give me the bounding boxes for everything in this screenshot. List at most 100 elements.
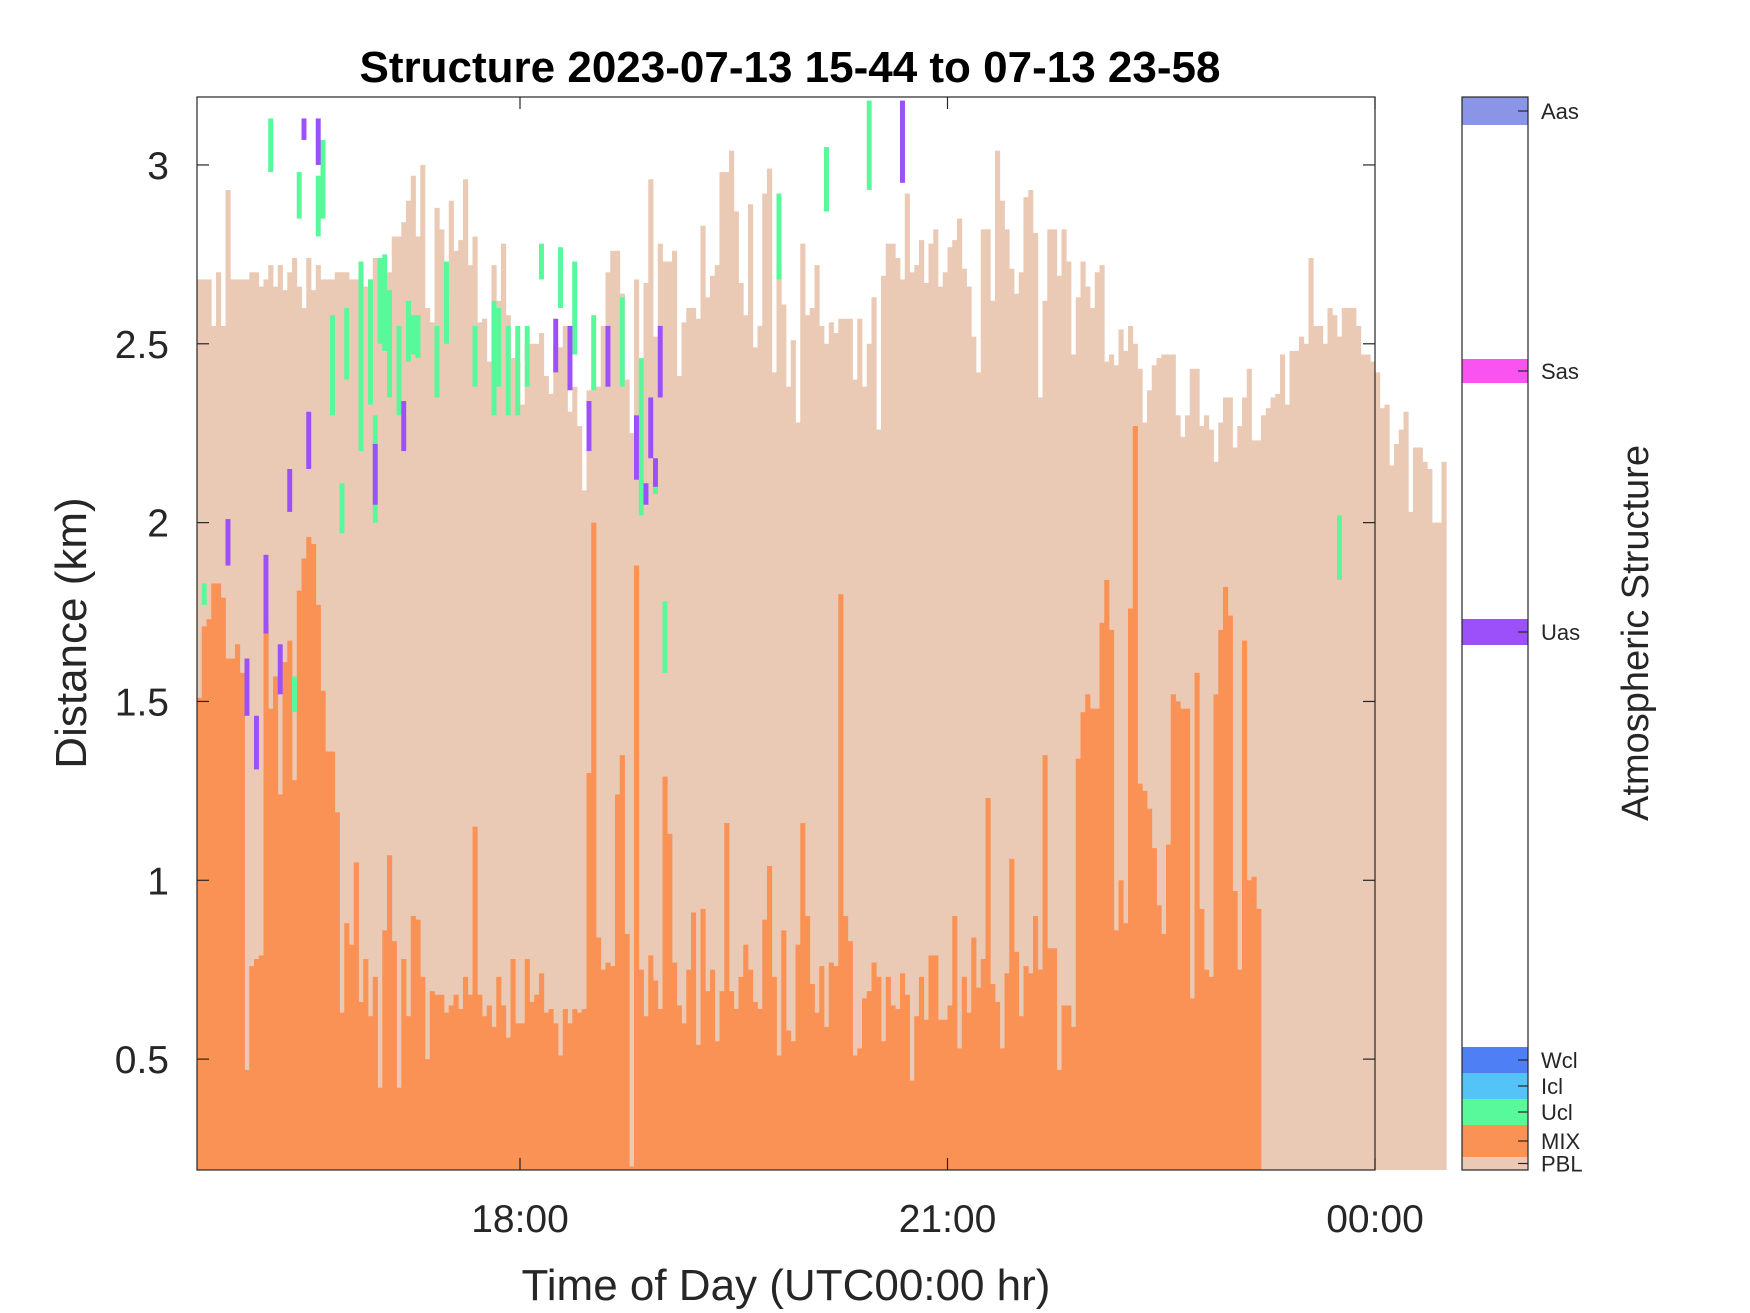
- mix-bar: [767, 865, 773, 1170]
- mix-bar: [662, 776, 668, 1170]
- mix-bar: [344, 923, 350, 1170]
- colorbar-label-ucl: Ucl: [1541, 1100, 1573, 1125]
- uas-segment: [301, 118, 307, 140]
- mix-bar: [667, 833, 673, 1170]
- mix-bar: [235, 644, 241, 1170]
- mix-bar: [738, 976, 744, 1170]
- pbl-bar: [691, 308, 697, 1170]
- mix-bar: [971, 937, 977, 1170]
- mix-bar: [216, 583, 222, 1170]
- mix-bar: [439, 994, 445, 1170]
- mix-bar: [1080, 712, 1086, 1170]
- mix-bar: [904, 994, 910, 1170]
- mix-bar: [1123, 923, 1129, 1170]
- pbl-bar: [657, 243, 663, 1170]
- mix-bar: [1118, 880, 1124, 1170]
- pbl-bar: [349, 279, 355, 1170]
- pbl-bar: [947, 247, 953, 1171]
- mix-bar: [458, 1009, 464, 1170]
- pbl-bar: [401, 222, 407, 1170]
- pbl-bar: [1161, 354, 1167, 1170]
- mix-bar: [838, 594, 844, 1170]
- pbl-bar: [520, 404, 526, 1171]
- pbl-bar: [743, 315, 749, 1170]
- mix-bar: [543, 1012, 549, 1170]
- uas-segment: [401, 401, 407, 452]
- mix-bar: [339, 1012, 345, 1170]
- ucl-segment: [358, 261, 364, 452]
- uas-segment: [287, 468, 293, 512]
- mix-bar: [292, 780, 298, 1170]
- pbl-bar: [824, 343, 830, 1170]
- mix-bar: [524, 958, 530, 1170]
- pbl-bar: [496, 300, 502, 1170]
- pbl-bar: [410, 175, 416, 1170]
- uas-segment: [553, 318, 559, 373]
- y-tick-label: 1.5: [115, 681, 169, 724]
- mix-bar: [1132, 426, 1138, 1170]
- mix-bar: [942, 1019, 948, 1170]
- mix-bar: [591, 522, 597, 1170]
- ucl-segment: [558, 247, 563, 309]
- colorbar-swatch-pbl: [1462, 1157, 1528, 1170]
- uas-segment: [372, 443, 378, 505]
- mix-bar: [353, 862, 359, 1170]
- colorbar-swatch-uas: [1462, 619, 1528, 645]
- pbl-bar: [249, 272, 255, 1170]
- mix-bar: [1180, 708, 1186, 1170]
- pbl-bar: [942, 272, 948, 1170]
- mix-bar: [572, 1009, 578, 1170]
- pbl-bar: [710, 275, 716, 1171]
- pbl-bar: [971, 336, 977, 1170]
- pbl-bar: [771, 372, 777, 1170]
- mix-bar: [581, 1009, 587, 1170]
- mix-bar: [258, 955, 264, 1170]
- pbl-bar: [1232, 447, 1238, 1170]
- pbl-bar: [330, 279, 336, 1170]
- pbl-bar: [795, 422, 801, 1171]
- uas-segment: [653, 458, 658, 487]
- uas-segment: [244, 658, 250, 716]
- pbl-bar: [952, 240, 958, 1170]
- pbl-bar: [325, 279, 331, 1170]
- pbl-bar: [1256, 440, 1262, 1170]
- mix-bar: [638, 969, 644, 1170]
- mix-bar: [396, 1087, 402, 1170]
- pbl-bar: [615, 250, 621, 1171]
- pbl-bar: [334, 272, 340, 1170]
- pbl-bar: [999, 200, 1005, 1171]
- pbl-bar: [505, 315, 511, 1170]
- ucl-segment: [824, 147, 829, 212]
- pbl-bar: [1289, 350, 1295, 1170]
- pbl-bar: [605, 272, 611, 1170]
- ucl-segment: [591, 315, 597, 391]
- ucl-segment: [339, 483, 345, 534]
- mix-bar: [201, 626, 207, 1170]
- mix-bar: [733, 1009, 739, 1170]
- pbl-bar: [558, 347, 564, 1170]
- pbl-bar: [429, 322, 435, 1171]
- mix-bar: [1128, 608, 1134, 1170]
- mix-bar: [995, 1001, 1001, 1170]
- mix-bar: [1056, 1069, 1062, 1170]
- pbl-bar: [1294, 350, 1300, 1170]
- mix-bar: [1151, 848, 1157, 1170]
- ucl-segment: [662, 601, 668, 673]
- pbl-bar: [866, 343, 872, 1170]
- pbl-bar: [985, 229, 991, 1171]
- mix-bar: [1185, 708, 1191, 1170]
- mix-bar: [833, 966, 839, 1170]
- mix-bar: [410, 916, 416, 1170]
- pbl-bar: [1261, 415, 1267, 1170]
- pbl-bar: [676, 375, 682, 1171]
- pbl-bar: [961, 268, 967, 1170]
- mix-bar: [928, 955, 934, 1170]
- mix-bar: [320, 690, 326, 1170]
- mix-bar: [700, 908, 706, 1170]
- mix-bar: [610, 966, 616, 1170]
- mix-bar: [382, 930, 388, 1170]
- pbl-bar: [1398, 429, 1404, 1170]
- mix-bar: [923, 1019, 929, 1170]
- mix-bar: [501, 1005, 507, 1170]
- pbl-bar: [809, 308, 815, 1170]
